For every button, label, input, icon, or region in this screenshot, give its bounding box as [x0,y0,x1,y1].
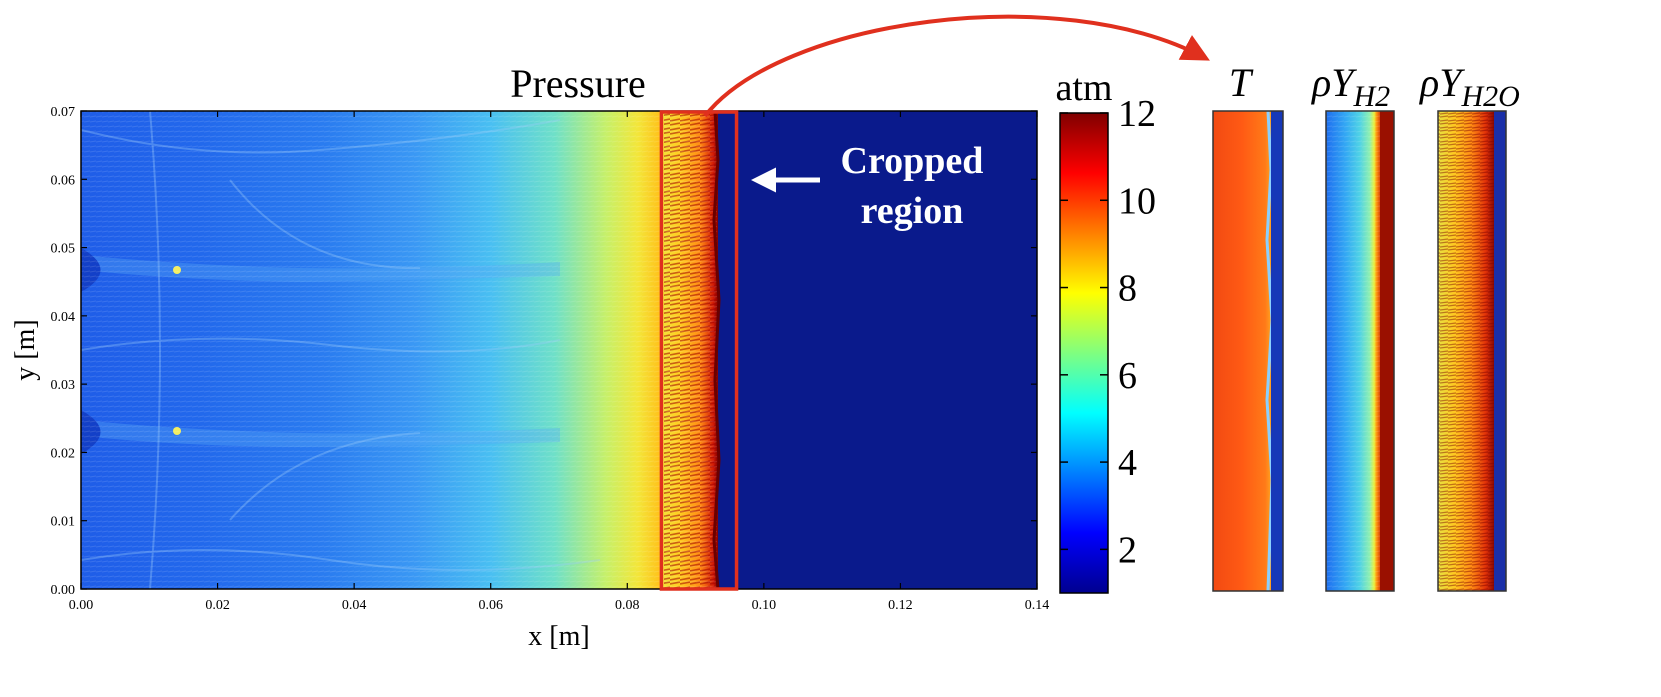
chart-title: Pressure [510,61,646,106]
inset-label-h2o-main: ρY [1418,60,1465,105]
colorbar-tick-label: 2 [1118,529,1137,571]
inset-h2o [1437,110,1507,592]
colorbar [1059,112,1109,594]
annotation-line-2: region [861,190,964,232]
inset-label-h2o: ρYH2O [1418,60,1520,113]
x-tick-label: 0.10 [752,598,777,613]
y-tick-label: 0.00 [51,583,76,598]
y-tick-label: 0.04 [51,310,76,325]
cropped-region-box [659,110,739,591]
colorbar-tick-label: 8 [1118,268,1137,310]
zoom-arrow [703,14,1210,118]
x-tick-label: 0.04 [342,598,367,613]
y-tick-label: 0.06 [51,173,76,188]
y-axis: 0.00 0.01 0.02 0.03 0.04 0.05 0.06 0.07 [51,105,1037,598]
y-tick-label: 0.03 [51,378,76,393]
y-tick-label: 0.01 [51,515,76,530]
inset-h2o-cells [1438,111,1494,591]
inset-h2-unburned [1380,111,1394,591]
x-axis: 0.00 0.02 0.04 0.06 0.08 0.10 0.12 0.14 [69,111,1050,613]
colorbar-ticks: 2 4 6 8 10 12 [1060,93,1156,571]
y-tick-label: 0.02 [51,446,76,461]
inset-label-h2o-sub: H2O [1460,80,1519,113]
colorbar-unit: atm [1056,67,1113,109]
x-tick-label: 0.12 [888,598,913,613]
field-unburned-region [718,111,1037,589]
inset-temperature [1212,110,1284,592]
annotation-line-1: Cropped [841,140,984,182]
x-tick-label: 0.06 [478,598,503,613]
colorbar-tick-label: 4 [1118,442,1137,484]
y-axis-label: y [m] [10,319,41,380]
x-axis-label: x [m] [528,621,589,652]
x-tick-label: 0.02 [205,598,230,613]
x-tick-label: 0.14 [1025,598,1050,613]
front-edge [712,111,721,589]
colorbar-tick-label: 12 [1118,93,1156,135]
inset-h2o-frame [1437,110,1507,592]
colorbar-tick-label: 6 [1118,355,1137,397]
field-texture [81,111,717,589]
inset-label-h2-main: ρY [1310,60,1357,105]
inset-temperature-unburned [1271,111,1283,591]
inset-h2 [1325,110,1395,592]
x-tick-label: 0.00 [69,598,94,613]
y-tick-label: 0.07 [51,105,76,120]
inset-h2-texture [1326,111,1380,591]
inset-h2o-unburned [1494,111,1506,591]
colorbar-tick-label: 10 [1118,180,1156,222]
inset-h2-frame [1325,110,1395,592]
y-tick-label: 0.05 [51,242,76,257]
plot-frame [80,110,1038,590]
inset-label-h2-sub: H2 [1352,80,1390,113]
inset-label-temperature: T [1229,60,1254,105]
inset-label-h2: ρYH2 [1310,60,1390,113]
inset-temperature-frame [1212,110,1284,592]
pressure-field [81,111,1037,589]
x-tick-label: 0.08 [615,598,640,613]
inset-temperature-field [1213,111,1271,591]
